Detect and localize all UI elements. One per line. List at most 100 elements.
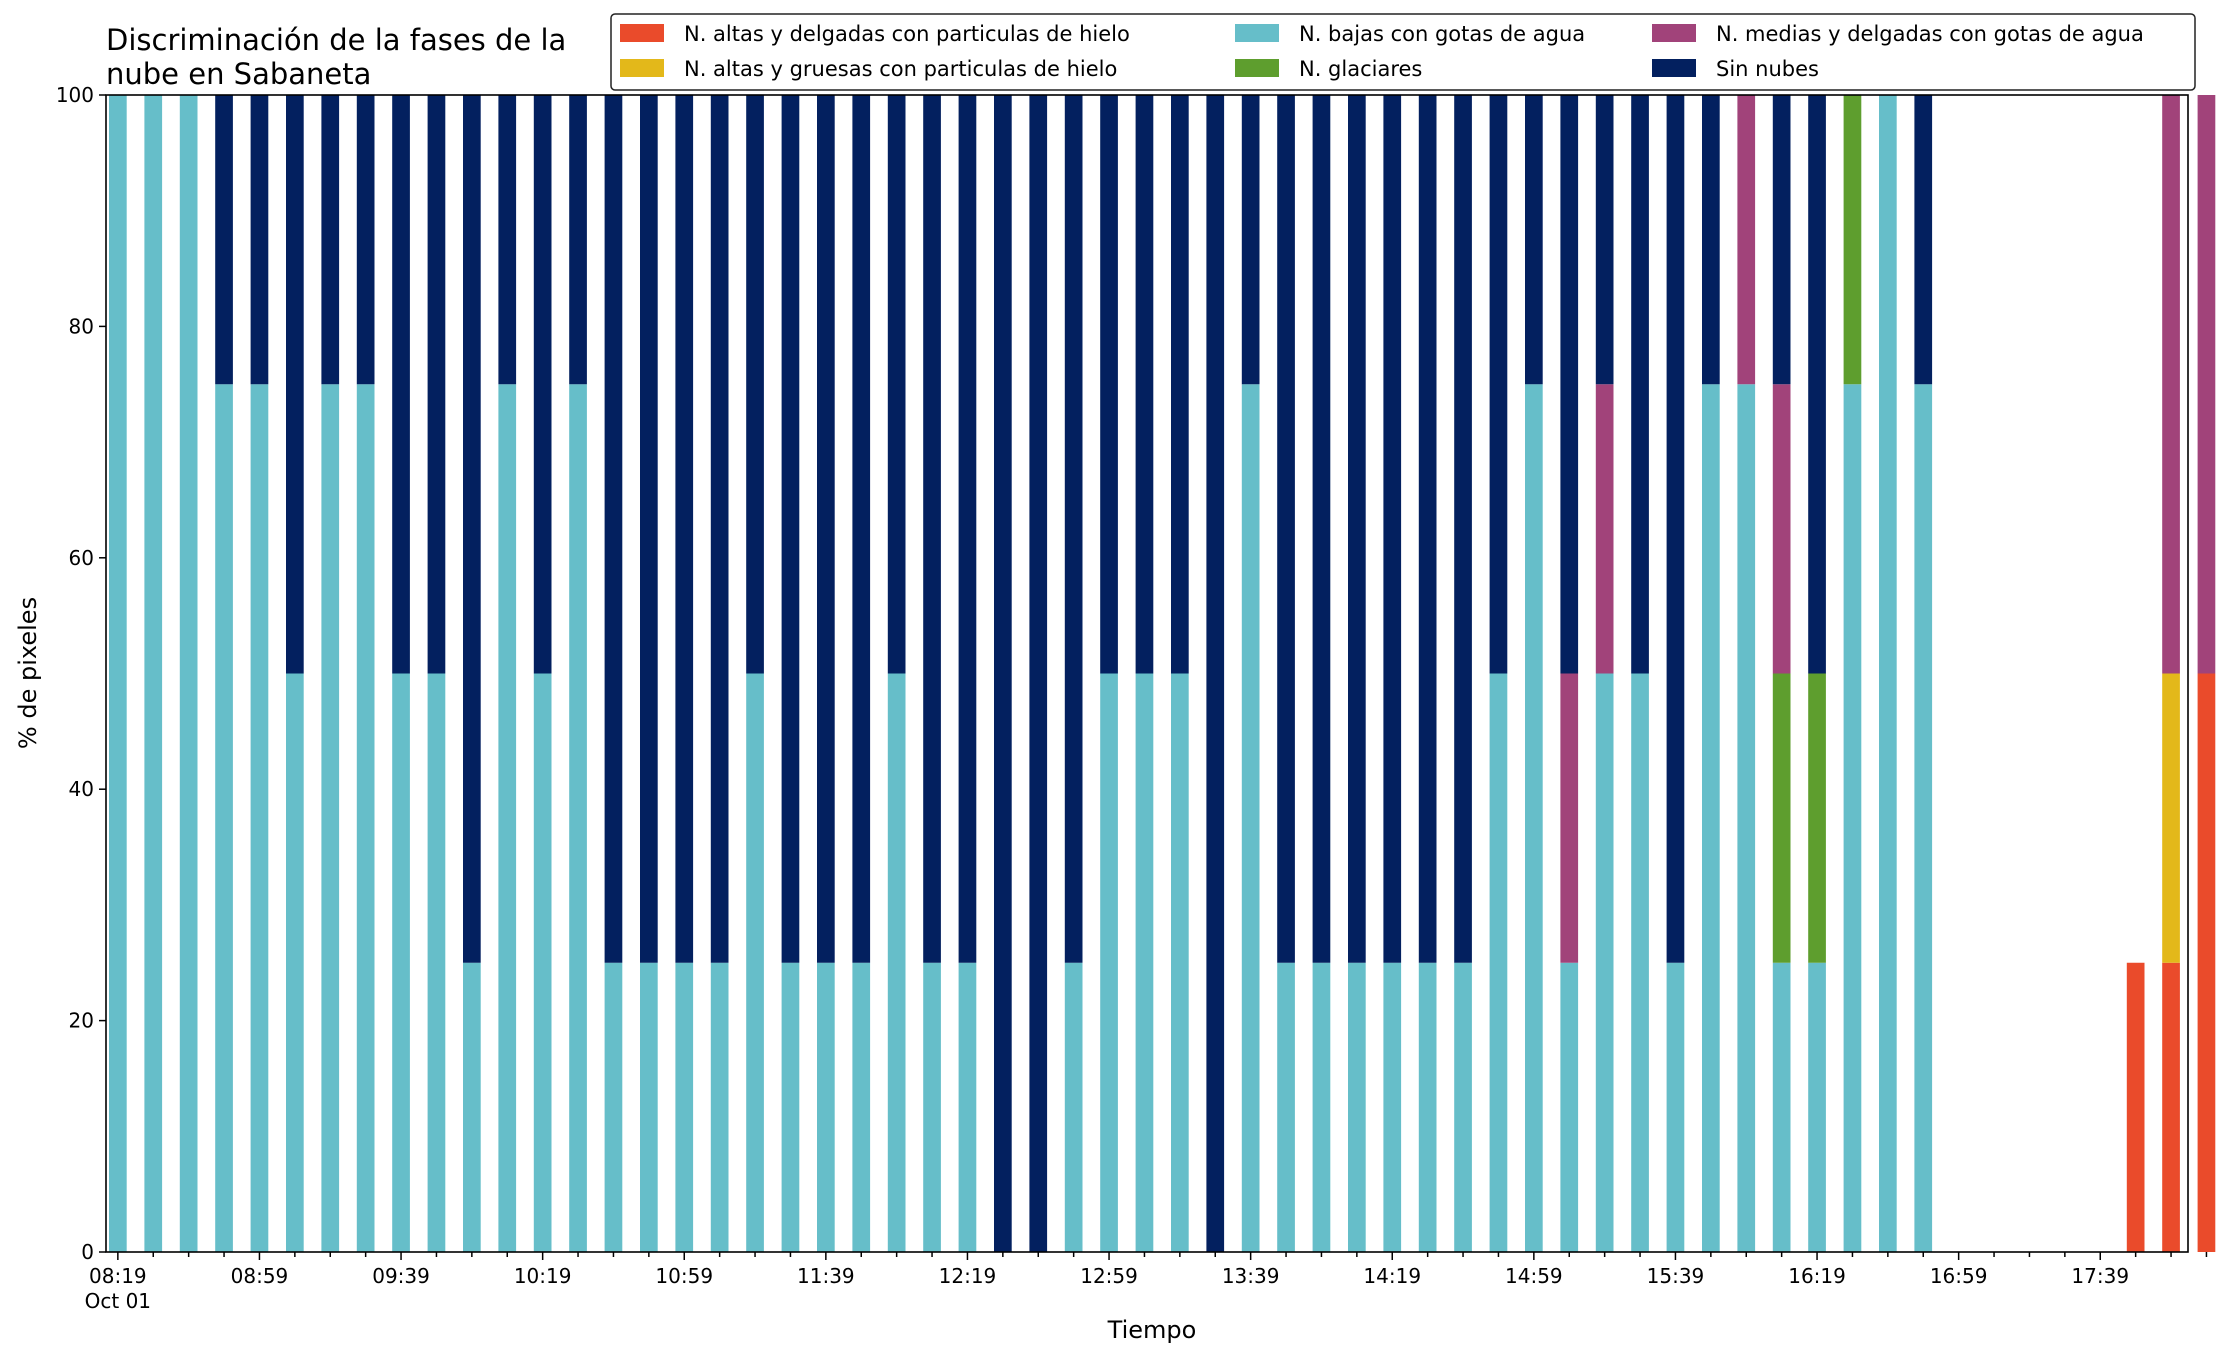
bar-segment-bajas-2 bbox=[179, 95, 198, 1252]
bar-segment-bajas-43 bbox=[1631, 673, 1649, 1252]
bar-segment-sin_nubes-12 bbox=[533, 95, 552, 674]
legend-swatch-sin_nubes bbox=[1652, 59, 1696, 77]
bar-segment-sin_nubes-22 bbox=[887, 95, 906, 674]
legend-label-altas_gruesas: N. altas y gruesas con particulas de hie… bbox=[684, 57, 1117, 81]
x-tick-label-14: 17:39 bbox=[2071, 1264, 2129, 1288]
bar-segment-sin_nubes-6 bbox=[321, 95, 340, 385]
y-tick-label-3: 60 bbox=[69, 546, 94, 570]
bar-segment-bajas-45 bbox=[1702, 384, 1720, 1252]
x-tick-label-12: 16:19 bbox=[1788, 1264, 1846, 1288]
bar-segment-bajas-1 bbox=[144, 95, 163, 1252]
bar-segment-bajas-18 bbox=[746, 673, 764, 1252]
legend-box bbox=[610, 13, 2196, 91]
bars-layer bbox=[109, 95, 2216, 1252]
bar-segment-bajas-21 bbox=[852, 962, 871, 1252]
x-tick-label-4: 10:59 bbox=[655, 1264, 713, 1288]
bar-segment-bajas-49 bbox=[1843, 384, 1862, 1252]
bar-segment-sin_nubes-23 bbox=[923, 95, 941, 963]
legend-label-altas_delgadas: N. altas y delgadas con particulas de hi… bbox=[684, 22, 1130, 46]
legend-label-sin_nubes: Sin nubes bbox=[1716, 57, 1819, 81]
bar-segment-bajas-3 bbox=[215, 384, 233, 1252]
bar-segment-sin_nubes-11 bbox=[498, 95, 517, 385]
bar-segment-bajas-48 bbox=[1808, 962, 1826, 1252]
bar-segment-sin_nubes-28 bbox=[1100, 95, 1118, 674]
bar-segment-sin_nubes-34 bbox=[1312, 95, 1331, 963]
x-tick-label-13: 16:59 bbox=[1930, 1264, 1988, 1288]
bar-segment-bajas-15 bbox=[640, 962, 658, 1252]
bar-segment-medias-41 bbox=[1560, 673, 1579, 963]
bar-segment-sin_nubes-25 bbox=[994, 95, 1012, 1252]
x-tick-label-7: 12:59 bbox=[1080, 1264, 1138, 1288]
bar-segment-sin_nubes-19 bbox=[781, 95, 800, 963]
x-tick-label-9: 14:19 bbox=[1363, 1264, 1421, 1288]
x-tick-label-11: 15:39 bbox=[1647, 1264, 1705, 1288]
bar-segment-sin_nubes-5 bbox=[286, 95, 304, 674]
bar-segment-glaciares-47 bbox=[1772, 673, 1791, 963]
x-tick-label-5: 11:39 bbox=[797, 1264, 855, 1288]
bar-segment-bajas-23 bbox=[923, 962, 941, 1252]
bar-segment-sin_nubes-44 bbox=[1666, 95, 1685, 963]
bar-segment-sin_nubes-13 bbox=[569, 95, 587, 385]
bar-segment-sin_nubes-41 bbox=[1560, 95, 1579, 674]
bar-segment-bajas-42 bbox=[1595, 673, 1614, 1252]
bar-segment-bajas-19 bbox=[781, 962, 800, 1252]
bar-segment-bajas-46 bbox=[1737, 384, 1756, 1252]
x-date-label: Oct 01 bbox=[85, 1289, 151, 1313]
chart-title: Discriminación de la fases de la nube en… bbox=[106, 23, 566, 91]
bar-segment-sin_nubes-27 bbox=[1064, 95, 1083, 963]
x-tick-label-6: 12:19 bbox=[939, 1264, 997, 1288]
bar-segment-sin_nubes-15 bbox=[640, 95, 658, 963]
bar-segment-sin_nubes-7 bbox=[356, 95, 375, 385]
legend: N. altas y delgadas con particulas de hi… bbox=[610, 13, 2196, 91]
bar-segment-altas_delgadas-59 bbox=[2197, 673, 2216, 1252]
plot-frame bbox=[105, 94, 2189, 1253]
bar-segment-medias-46 bbox=[1737, 95, 1756, 385]
bar-segment-bajas-7 bbox=[356, 384, 375, 1252]
bar-segment-bajas-16 bbox=[675, 962, 694, 1252]
bar-segment-sin_nubes-42 bbox=[1595, 95, 1614, 385]
bar-segment-altas_delgadas-58 bbox=[2162, 962, 2180, 1252]
x-tick-label-10: 14:59 bbox=[1505, 1264, 1563, 1288]
x-tick-label-0: 08:19 bbox=[89, 1264, 147, 1288]
bar-segment-sin_nubes-36 bbox=[1383, 95, 1402, 963]
legend-swatch-altas_gruesas bbox=[620, 59, 664, 77]
bar-segment-bajas-44 bbox=[1666, 962, 1685, 1252]
bar-segment-bajas-22 bbox=[887, 673, 906, 1252]
bar-segment-bajas-27 bbox=[1064, 962, 1083, 1252]
bar-segment-altas_delgadas-57 bbox=[2126, 962, 2145, 1252]
bar-segment-sin_nubes-39 bbox=[1489, 95, 1508, 674]
bar-segment-bajas-51 bbox=[1914, 384, 1933, 1252]
bar-segment-bajas-13 bbox=[569, 384, 587, 1252]
bar-segment-sin_nubes-48 bbox=[1808, 95, 1826, 674]
chart-title-line-1: Discriminación de la fases de la bbox=[106, 23, 566, 57]
bar-segment-sin_nubes-47 bbox=[1772, 95, 1791, 385]
bar-segment-bajas-9 bbox=[427, 673, 446, 1252]
bar-segment-bajas-5 bbox=[286, 673, 304, 1252]
bar-segment-bajas-10 bbox=[463, 962, 481, 1252]
bar-segment-bajas-32 bbox=[1241, 384, 1260, 1252]
bar-segment-sin_nubes-31 bbox=[1206, 95, 1225, 1252]
x-axis: 08:19 08:59 09:39 10:19 10:59 11:39 12:19 12:59… bbox=[85, 1252, 2208, 1313]
bar-segment-medias-59 bbox=[2197, 95, 2216, 674]
bar-segment-medias-58 bbox=[2162, 95, 2180, 674]
bar-segment-sin_nubes-40 bbox=[1525, 95, 1543, 385]
bar-segment-bajas-24 bbox=[958, 962, 977, 1252]
bar-segment-sin_nubes-16 bbox=[675, 95, 694, 963]
bar-segment-bajas-36 bbox=[1383, 962, 1402, 1252]
bar-segment-bajas-17 bbox=[710, 962, 729, 1252]
bar-segment-sin_nubes-43 bbox=[1631, 95, 1649, 674]
y-tick-label-5: 100 bbox=[56, 83, 94, 107]
bar-segment-sin_nubes-45 bbox=[1702, 95, 1720, 385]
bar-segment-bajas-8 bbox=[392, 673, 410, 1252]
bar-segment-bajas-20 bbox=[817, 962, 835, 1252]
bar-segment-bajas-30 bbox=[1171, 673, 1189, 1252]
bar-segment-medias-47 bbox=[1772, 384, 1791, 674]
bar-segment-sin_nubes-29 bbox=[1135, 95, 1154, 674]
x-tick-label-3: 10:19 bbox=[514, 1264, 572, 1288]
bar-segment-bajas-37 bbox=[1418, 962, 1437, 1252]
legend-label-medias: N. medias y delgadas con gotas de agua bbox=[1716, 22, 2144, 46]
bar-segment-sin_nubes-18 bbox=[746, 95, 764, 674]
bar-segment-bajas-11 bbox=[498, 384, 517, 1252]
bar-segment-bajas-0 bbox=[109, 95, 127, 1252]
